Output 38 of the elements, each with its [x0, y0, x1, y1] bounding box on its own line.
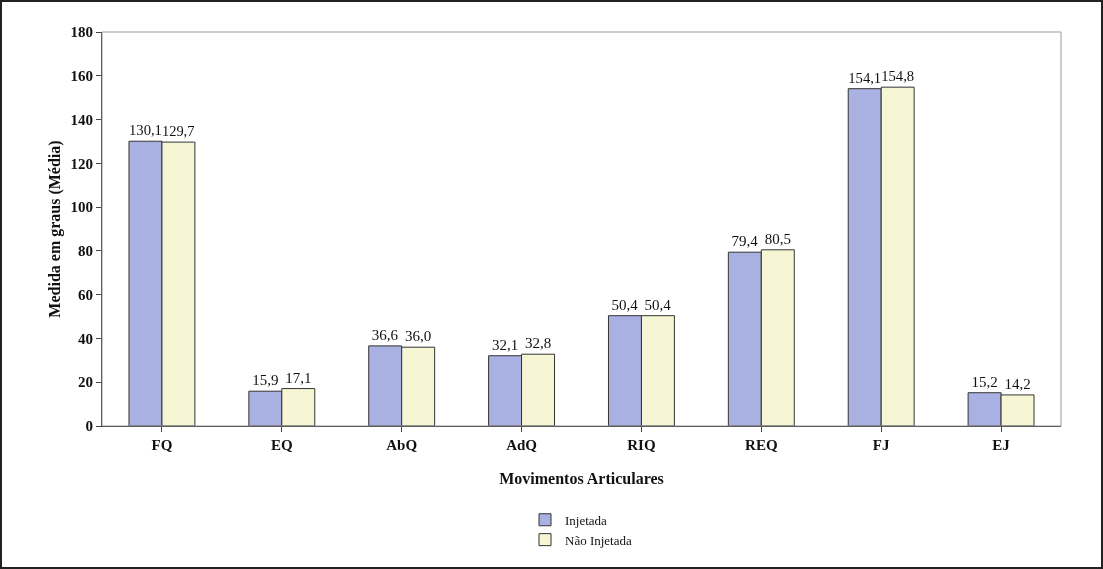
data-label: 32,8 — [524, 335, 552, 352]
data-label: 32,1 — [491, 336, 519, 353]
x-tick-label: EQ — [270, 437, 293, 453]
x-tick-label: EJ — [992, 437, 1011, 453]
y-tick-label: 100 — [70, 199, 93, 216]
x-tick-label: REQ — [745, 437, 778, 453]
y-tick-label: 20 — [78, 374, 93, 391]
data-label: 17,1 — [285, 369, 312, 386]
data-label: 80,5 — [764, 230, 791, 247]
x-tick-label: FJ — [872, 437, 891, 453]
y-tick-label: 40 — [78, 330, 93, 347]
legend-label: Injetada — [565, 512, 608, 528]
data-label: 15,2 — [971, 373, 998, 390]
data-label: 129,7 — [161, 123, 195, 140]
data-label: 36,0 — [405, 328, 432, 345]
data-label: 154,1 — [848, 69, 882, 86]
x-tick-label: FQ — [151, 437, 173, 453]
data-label: 15,9 — [252, 372, 279, 389]
data-label: 50,4 — [644, 296, 672, 313]
data-label: 130,1 — [128, 122, 162, 139]
legend-label: Não Injetada — [565, 532, 632, 548]
y-tick-label: 120 — [70, 155, 93, 172]
data-label: 36,6 — [371, 326, 399, 343]
x-tick-label: AdQ — [506, 437, 538, 453]
y-tick-label: 60 — [78, 286, 93, 303]
y-axis-title: Medida em graus (Média) — [46, 140, 64, 318]
data-label: 154,8 — [881, 68, 915, 85]
x-tick-label: RIQ — [627, 437, 656, 453]
y-tick-label: 140 — [70, 111, 93, 128]
y-tick-label: 80 — [78, 243, 93, 260]
y-tick-label: 180 — [70, 24, 93, 41]
data-label: 79,4 — [731, 233, 759, 250]
y-tick-label: 160 — [70, 68, 93, 85]
data-label: 50,4 — [611, 296, 639, 313]
x-axis-title: Movimentos Articulares — [499, 470, 664, 487]
y-tick-label: 0 — [85, 418, 93, 435]
data-label: 14,2 — [1004, 375, 1031, 392]
x-tick-label: AbQ — [386, 437, 418, 453]
